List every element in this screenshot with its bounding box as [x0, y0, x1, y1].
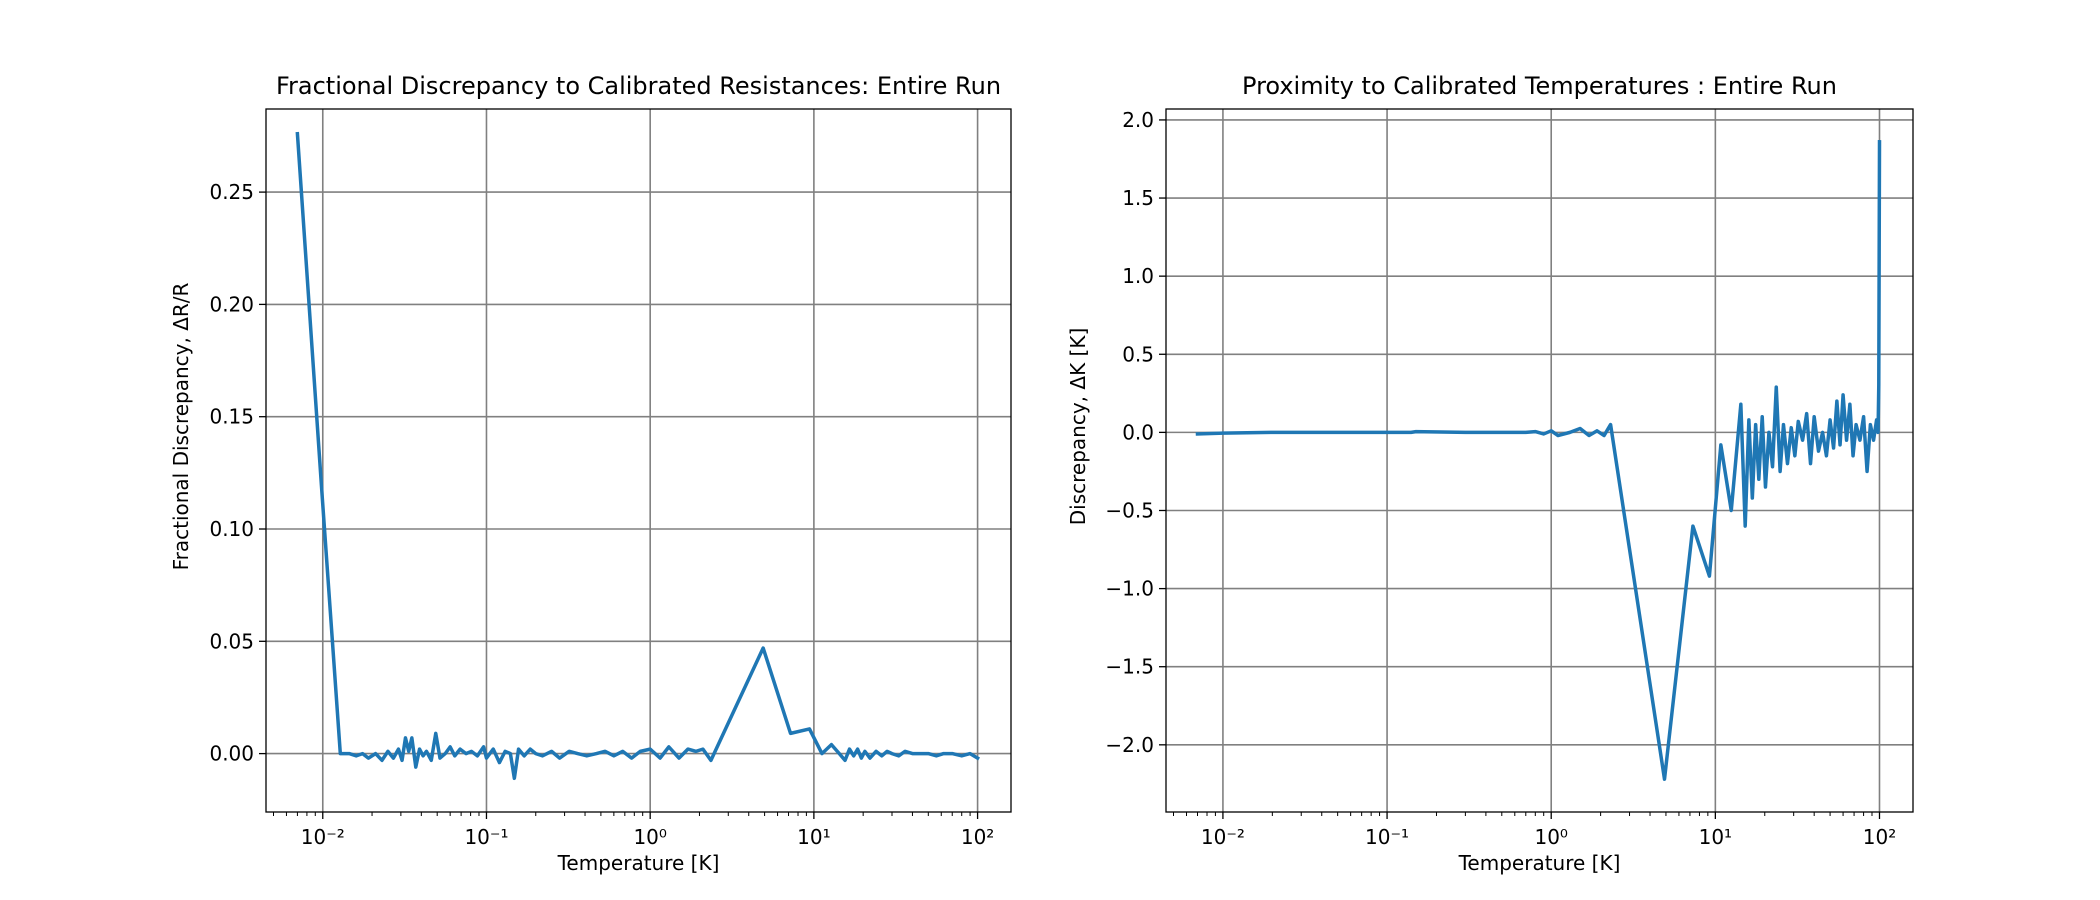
- y-tick-label: 0.05: [209, 629, 254, 653]
- y-tick-label: 0.00: [209, 742, 254, 766]
- y-tick-label: 1.0: [1122, 264, 1154, 288]
- y-axis-label: Fractional Discrepancy, ΔR/R: [169, 282, 193, 570]
- x-tick-label: 10⁻¹: [1365, 825, 1409, 849]
- y-tick-label: 0.10: [209, 517, 254, 541]
- x-tick-label: 10⁰: [1534, 825, 1567, 849]
- plot-frame: [1165, 108, 1914, 813]
- y-axis-label: Discrepancy, ΔK [K]: [1066, 328, 1090, 526]
- x-tick-label: 10⁰: [633, 825, 666, 849]
- x-tick-label: 10⁻¹: [464, 825, 508, 849]
- chart-resistance-discrepancy: Fractional Discrepancy to Calibrated Res…: [169, 72, 1012, 875]
- y-tick-label: 0.5: [1122, 342, 1154, 366]
- x-tick-label: 10¹: [1699, 825, 1732, 849]
- chart-title: Proximity to Calibrated Temperatures : E…: [1242, 72, 1837, 100]
- y-tick-label: 0.0: [1122, 420, 1154, 444]
- y-tick-label: 1.5: [1122, 186, 1154, 210]
- y-tick-label: 2.0: [1122, 108, 1154, 132]
- plot-frame: [265, 108, 1012, 813]
- x-axis-label: Temperature [K]: [557, 851, 720, 875]
- y-tick-label: 0.25: [209, 180, 254, 204]
- y-tick-label: −2.0: [1105, 733, 1154, 757]
- chart-temperature-proximity: Proximity to Calibrated Temperatures : E…: [1066, 72, 1914, 875]
- y-tick-label: 0.15: [209, 405, 254, 429]
- series-line: [1195, 140, 1882, 781]
- x-tick-label: 10²: [961, 825, 994, 849]
- x-tick-label: 10⁻²: [1201, 825, 1245, 849]
- x-tick-label: 10²: [1863, 825, 1896, 849]
- y-tick-label: −1.5: [1105, 655, 1154, 679]
- y-tick-label: −0.5: [1105, 498, 1154, 522]
- chart-title: Fractional Discrepancy to Calibrated Res…: [276, 72, 1001, 100]
- series-line: [295, 131, 980, 781]
- x-axis-label: Temperature [K]: [1458, 851, 1621, 875]
- y-tick-label: 0.20: [209, 292, 254, 316]
- x-tick-label: 10¹: [797, 825, 830, 849]
- y-tick-label: −1.0: [1105, 577, 1154, 601]
- x-tick-label: 10⁻²: [301, 825, 345, 849]
